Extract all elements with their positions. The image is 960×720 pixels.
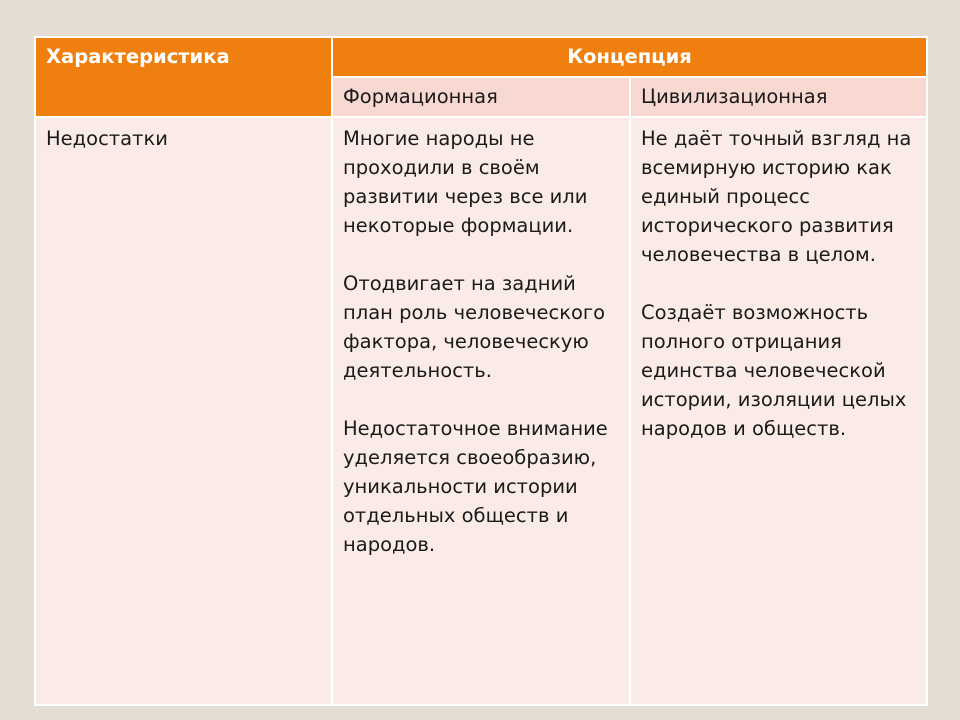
subheader-civilizational: Цивилизационная [628,76,929,118]
paragraph: Недостаточное внимание уделяется своеобр… [343,417,608,556]
paragraph: Создаёт возможность полного отрицания ед… [641,301,907,440]
header-concept: Концепция [330,36,929,78]
row-label: Недостатки [34,116,333,706]
paragraph: Отодвигает на задний план роль человечес… [343,272,606,382]
cell-civilizational: Не даёт точный взгляд на всемирную истор… [628,116,929,706]
subheader-formational: Формационная [331,76,631,118]
paragraph: Многие народы не проходили в своём разви… [343,127,588,237]
paragraph: Не даёт точный взгляд на всемирную истор… [641,127,912,266]
header-characteristic: Характеристика [34,36,333,118]
cell-formational: Многие народы не проходили в своём разви… [331,116,631,706]
comparison-table: Характеристика Концепция Формационная Ци… [34,36,929,706]
